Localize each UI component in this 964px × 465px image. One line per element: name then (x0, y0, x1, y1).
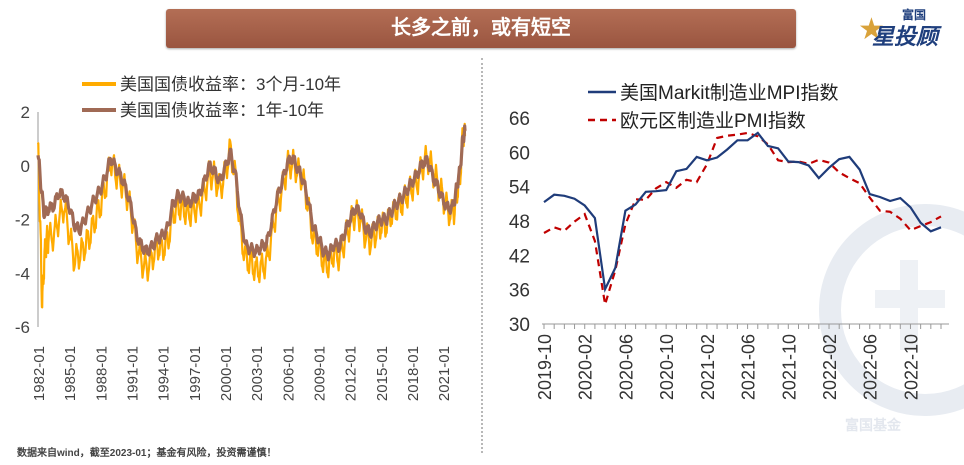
logo-main-text: 星投顾 (872, 24, 939, 49)
series-line-1 (36, 124, 467, 262)
y-tick-label-0: 2 (21, 103, 30, 122)
y-tick-label-2: 54 (509, 178, 531, 199)
series-line-1 (543, 131, 942, 305)
x-tick-label-6: 2000-01 (218, 346, 235, 401)
x-tick-label-1: 2020-02 (576, 334, 596, 400)
x-tick-label-7: 2022-02 (820, 334, 840, 400)
x-tick-label-4: 2021-02 (698, 334, 718, 400)
x-tick-label-0: 1982-01 (31, 346, 48, 401)
x-tick-label-2: 1988-01 (93, 346, 110, 401)
x-tick-label-12: 2018-01 (405, 346, 422, 401)
x-tick-label-8: 2006-01 (280, 346, 297, 401)
x-tick-label-1: 1985-01 (62, 346, 79, 401)
legend-label-0: 美国国债收益率：3个月-10年 (120, 75, 341, 94)
page-title: 长多之前，或有短空 (391, 17, 571, 39)
watermark-logo: 富国基金 (819, 204, 964, 433)
star-icon: ★ (858, 13, 885, 46)
x-tick-label-0: 2019-10 (535, 334, 555, 400)
y-tick-label-3: -4 (15, 264, 30, 283)
y-tick-label-4: 42 (509, 246, 530, 267)
x-tick-label-5: 2021-06 (739, 334, 759, 400)
x-tick-label-7: 2003-01 (249, 346, 266, 401)
series-line-0 (543, 131, 942, 293)
y-tick-label-4: -6 (15, 318, 30, 337)
brand-logo: ★ 富国 星投顾 (858, 6, 958, 49)
y-tick-label-1: 60 (509, 143, 530, 164)
x-tick-label-8: 2022-06 (861, 334, 881, 400)
watermark-text: 富国基金 (845, 417, 902, 433)
x-tick-label-3: 2020-10 (657, 334, 677, 400)
x-tick-label-5: 1997-01 (187, 346, 204, 401)
x-tick-label-10: 2012-01 (343, 346, 360, 401)
x-tick-label-9: 2009-01 (312, 346, 329, 401)
x-tick-label-3: 1991-01 (125, 346, 142, 401)
y-tick-label-5: 36 (509, 281, 530, 302)
x-tick-label-6: 2021-10 (779, 334, 799, 400)
x-tick-label-11: 2015-01 (374, 346, 391, 401)
y-tick-label-2: -2 (15, 211, 30, 230)
y-tick-label-0: 66 (509, 109, 530, 130)
y-tick-label-3: 48 (509, 212, 530, 233)
x-tick-label-9: 2022-10 (901, 334, 921, 400)
series-line-0 (36, 122, 467, 309)
x-tick-label-2: 2020-06 (616, 334, 636, 400)
legend-label-1: 欧元区制造业PMI指数 (620, 110, 806, 132)
x-tick-label-4: 1994-01 (156, 346, 173, 401)
footer-note: 数据来自wind，截至2023-01；基金有风险，投资需谨慎！ (17, 448, 277, 459)
y-tick-label-6: 30 (509, 315, 530, 336)
x-tick-label-13: 2021-01 (436, 346, 453, 401)
logo-top-text: 富国 (902, 8, 927, 22)
panel-divider (481, 58, 483, 453)
legend-label-1: 美国国债收益率：1年-10年 (120, 101, 324, 120)
header-banner: 长多之前，或有短空 (166, 9, 796, 48)
legend-label-0: 美国Markit制造业MPI指数 (620, 82, 839, 104)
y-tick-label-1: 0 (21, 157, 30, 176)
